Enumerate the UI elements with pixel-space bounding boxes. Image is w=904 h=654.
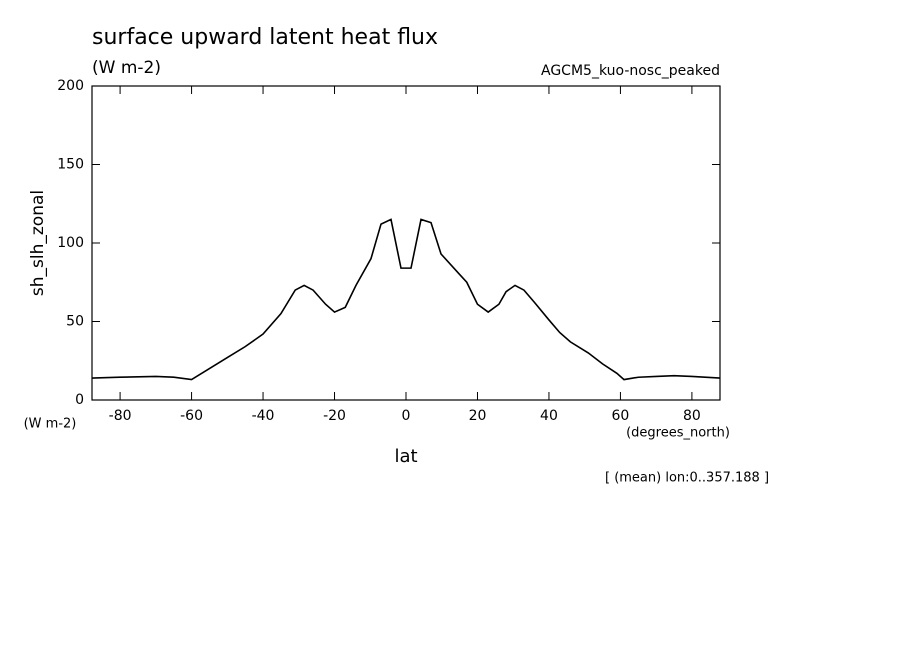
y-tick-label: 150 bbox=[57, 157, 84, 173]
y-axis-label: sh_slh_zonal bbox=[28, 190, 48, 296]
x-tick-label: -80 bbox=[109, 408, 132, 424]
data-line bbox=[91, 218, 721, 381]
footnote: [ (mean) lon:0..357.188 ] bbox=[605, 471, 769, 486]
y-tick-label: 100 bbox=[57, 235, 84, 251]
x-axis-label: lat bbox=[394, 446, 417, 467]
x-tick-label: -20 bbox=[323, 408, 346, 424]
x-tick-label: -40 bbox=[252, 408, 275, 424]
x-tick-label: 20 bbox=[469, 408, 487, 424]
annotation: AGCM5_kuo-nosc_peaked bbox=[541, 63, 720, 79]
x-axis-units: (degrees_north) bbox=[626, 426, 730, 441]
y-tick-label: 200 bbox=[57, 78, 84, 94]
chart-subtitle: (W m-2) bbox=[92, 58, 161, 78]
x-tick-label: 80 bbox=[683, 408, 701, 424]
x-tick-label: -60 bbox=[180, 408, 203, 424]
y-tick-label: 0 bbox=[75, 392, 84, 408]
x-tick-label: 40 bbox=[540, 408, 558, 424]
plot-frame bbox=[91, 85, 721, 401]
x-tick-label: 0 bbox=[402, 408, 411, 424]
y-tick-label: 50 bbox=[66, 314, 84, 330]
chart-title: surface upward latent heat flux bbox=[92, 25, 438, 50]
y-axis-units: (W m-2) bbox=[24, 417, 77, 432]
x-tick-label: 60 bbox=[612, 408, 630, 424]
